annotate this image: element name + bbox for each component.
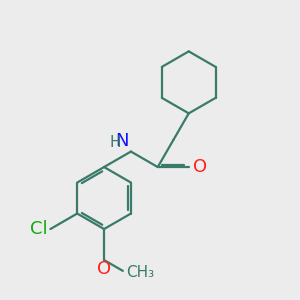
Text: O: O (97, 260, 111, 278)
Text: H: H (110, 135, 121, 150)
Text: N: N (115, 132, 128, 150)
Text: CH₃: CH₃ (126, 265, 154, 280)
Text: Cl: Cl (30, 220, 47, 238)
Text: O: O (194, 158, 208, 176)
